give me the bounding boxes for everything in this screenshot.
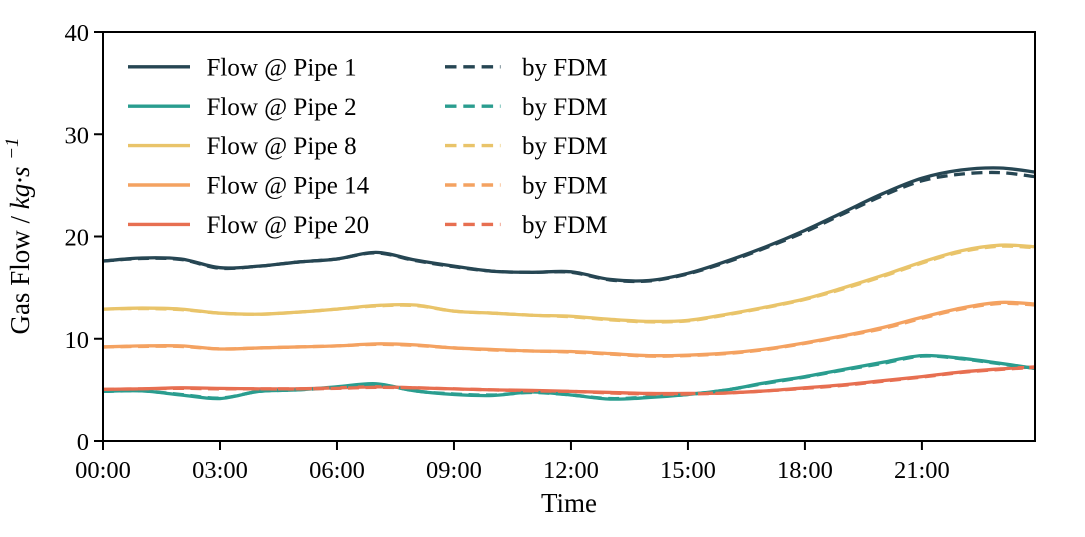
plot-frame xyxy=(102,31,1036,442)
y-tick-label: 20 xyxy=(65,225,90,252)
legend-label: Flow @ Pipe 20 xyxy=(207,212,370,239)
x-axis-label: Time xyxy=(540,488,598,518)
y-axis-label: Gas Flow / kg·s −1 xyxy=(2,137,35,334)
y-tick-label: 30 xyxy=(65,122,90,149)
series-line-1-solid xyxy=(103,353,1035,401)
x-tick-label: 21:00 xyxy=(894,457,950,484)
legend-label: by FDM xyxy=(522,212,607,239)
legend-label: by FDM xyxy=(522,133,607,160)
legend-label: Flow @ Pipe 8 xyxy=(207,133,357,160)
x-tick-label: 00:00 xyxy=(75,457,131,484)
x-tick-label: 18:00 xyxy=(777,457,833,484)
legend-label: Flow @ Pipe 1 xyxy=(207,54,357,81)
y-tick-label: 40 xyxy=(65,20,90,47)
legend: Flow @ Pipe 1 by FDM Flow @ Pipe 2 by FDM Fl… xyxy=(128,54,607,239)
x-axis: 00:00 03:00 06:00 09:00 12:00 15:00 18:00 21:00 xyxy=(75,441,950,484)
y-axis-label-prefix: Gas Flow / xyxy=(5,209,35,334)
y-axis: 0 10 20 30 40 xyxy=(65,20,103,456)
legend-label: Flow @ Pipe 2 xyxy=(207,94,357,121)
y-axis-label-exponent: −1 xyxy=(2,137,23,159)
series-lines xyxy=(103,166,1035,401)
x-tick-label: 12:00 xyxy=(543,457,599,484)
x-tick-label: 09:00 xyxy=(426,457,482,484)
x-tick-label: 15:00 xyxy=(660,457,716,484)
legend-label: Flow @ Pipe 14 xyxy=(207,173,370,200)
series-line-9-dashed xyxy=(103,365,1035,396)
series-line-2-solid xyxy=(103,243,1035,324)
legend-label: by FDM xyxy=(522,94,607,121)
legend-label: by FDM xyxy=(522,54,607,81)
series-line-7-dashed xyxy=(103,244,1035,324)
x-tick-label: 03:00 xyxy=(192,457,248,484)
x-tick-label: 06:00 xyxy=(309,457,365,484)
y-axis-label-unit: kg·s xyxy=(5,167,35,210)
y-tick-label: 0 xyxy=(77,429,89,456)
y-tick-label: 10 xyxy=(65,327,90,354)
legend-label: by FDM xyxy=(522,173,607,200)
series-line-3-solid xyxy=(103,300,1035,358)
series-line-0-solid xyxy=(103,166,1035,283)
